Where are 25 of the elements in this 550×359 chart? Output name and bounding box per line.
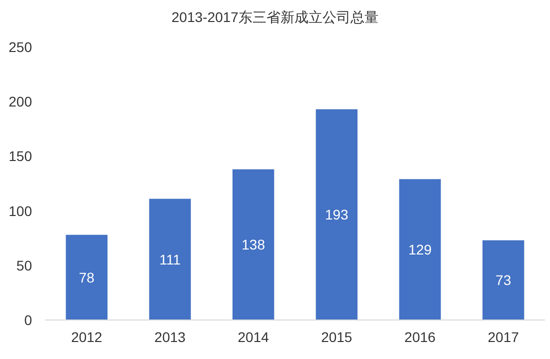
y-tick-label: 0 bbox=[24, 312, 32, 328]
data-label: 73 bbox=[496, 272, 512, 288]
x-tick-label: 2012 bbox=[71, 329, 102, 345]
x-tick-label: 2014 bbox=[238, 329, 270, 345]
data-label: 129 bbox=[408, 242, 432, 258]
bar bbox=[482, 240, 524, 320]
bar bbox=[149, 198, 191, 320]
y-tick-label: 150 bbox=[8, 148, 32, 164]
data-label: 193 bbox=[324, 206, 349, 223]
data-label: 111 bbox=[159, 251, 181, 268]
data-label: 78 bbox=[78, 269, 95, 286]
data-label: 138 bbox=[242, 236, 266, 253]
x-tick-label: 2013 bbox=[154, 329, 186, 345]
bar bbox=[399, 179, 441, 320]
chart-title: 2013-2017东三省新成立公司总量 bbox=[172, 9, 378, 25]
x-tick-label: 2016 bbox=[404, 329, 436, 345]
y-tick-label: 100 bbox=[8, 202, 32, 219]
y-tick-label: 250 bbox=[8, 39, 32, 55]
bar bbox=[232, 169, 274, 320]
bar bbox=[316, 109, 358, 320]
bar bbox=[66, 234, 108, 320]
y-tick-label: 200 bbox=[8, 94, 32, 110]
x-tick-label: 2015 bbox=[321, 329, 352, 345]
x-tick-label: 2017 bbox=[488, 329, 520, 345]
y-tick-label: 50 bbox=[16, 257, 32, 274]
